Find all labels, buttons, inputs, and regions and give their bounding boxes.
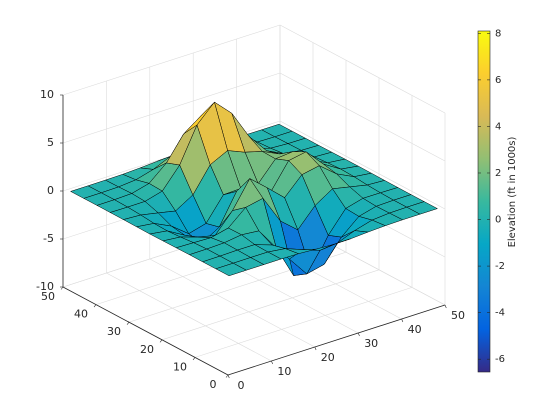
grid-line <box>279 24 446 114</box>
x-tick-label: 20 <box>321 351 335 364</box>
colorbar <box>477 30 491 373</box>
grid-line <box>161 269 380 341</box>
colorbar-tick-label: 8 <box>495 28 501 39</box>
colorbar-tick-label: -2 <box>495 261 505 272</box>
x-tick-label: 0 <box>238 379 245 392</box>
y-tick <box>225 374 229 378</box>
x-tick <box>314 346 317 351</box>
surface-face <box>196 101 228 165</box>
z-tick-label: 0 <box>47 184 54 197</box>
x-tick-label: 30 <box>364 337 378 350</box>
grid-line <box>62 72 281 144</box>
y-tick <box>60 286 64 290</box>
z-tick-label: -10 <box>36 280 54 293</box>
colorbar-label: Elevation (ft in 1000s) <box>507 136 518 247</box>
x-tick <box>271 360 273 365</box>
x-tick <box>227 374 230 379</box>
x-tick <box>444 304 447 309</box>
z-tick-label: 5 <box>47 136 54 149</box>
x-tick-label: 50 <box>451 309 465 322</box>
y-tick-label: 0 <box>210 378 217 391</box>
x-axis-line <box>227 304 446 376</box>
grid-line <box>62 24 281 96</box>
y-tick <box>192 357 196 361</box>
grid-line <box>194 287 413 358</box>
surface-face <box>215 262 247 277</box>
grid-line <box>149 258 315 348</box>
colorbar-tick-label: 0 <box>495 215 501 226</box>
y-tick-label: 40 <box>74 308 88 321</box>
y-axis-line <box>62 286 229 376</box>
y-tick-label: 10 <box>173 360 187 373</box>
y-tick-label: 50 <box>41 290 55 303</box>
x-tick-label: 10 <box>277 365 291 378</box>
z-tick-label: -5 <box>43 232 54 245</box>
y-tick-label: 30 <box>107 325 121 338</box>
colorbar-tick-label: 2 <box>495 168 501 179</box>
colorbar-tick-label: -6 <box>495 354 505 365</box>
y-tick <box>126 322 130 325</box>
colorbar-tick-label: 6 <box>495 75 501 86</box>
colorbar-tick-label: -4 <box>495 308 505 319</box>
y-tick <box>159 339 163 343</box>
x-tick-label: 40 <box>408 323 422 336</box>
colorbar-tick-label: 4 <box>495 121 501 132</box>
y-tick-label: 20 <box>140 343 154 356</box>
grid-line <box>279 120 446 210</box>
x-tick <box>401 318 404 323</box>
y-tick <box>93 304 97 308</box>
grid-line <box>279 72 446 162</box>
x-tick <box>357 332 360 337</box>
z-tick-label: 10 <box>40 88 54 101</box>
grid-line <box>106 272 272 362</box>
